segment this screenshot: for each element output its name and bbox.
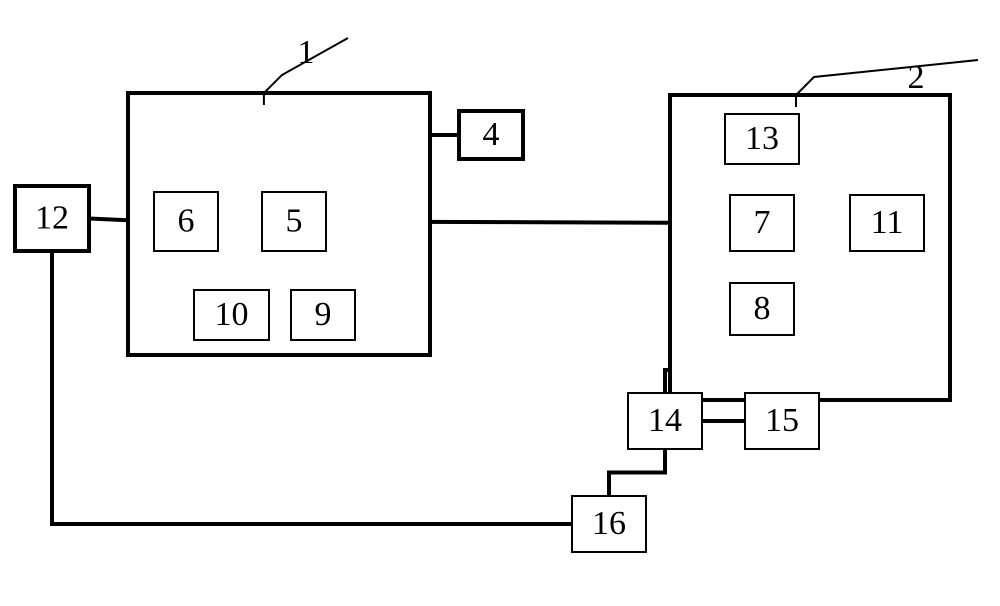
node-label-n5: 5 xyxy=(286,202,303,239)
node-n5: 5 xyxy=(262,192,326,251)
node-label-n8: 8 xyxy=(754,290,771,327)
node-label-n14: 14 xyxy=(648,402,682,439)
node-label-n7: 7 xyxy=(754,204,771,241)
node-n16: 16 xyxy=(572,496,646,552)
node-label-n15: 15 xyxy=(765,402,799,439)
node-label-n10: 10 xyxy=(215,296,249,333)
node-n9: 9 xyxy=(291,290,355,340)
node-n7: 7 xyxy=(730,195,794,251)
node-n8: 8 xyxy=(730,283,794,335)
node-n6: 6 xyxy=(154,192,218,251)
node-label-n13: 13 xyxy=(745,120,779,157)
node-label-n9: 9 xyxy=(315,296,332,333)
edge-n14-n16 xyxy=(609,449,665,496)
node-label-n6: 6 xyxy=(178,202,195,239)
node-n13: 13 xyxy=(725,114,799,164)
node-label-n4: 4 xyxy=(483,116,500,153)
node-n15: 15 xyxy=(745,393,819,449)
container-label-c1: 1 xyxy=(298,34,315,71)
node-label-n12: 12 xyxy=(35,199,69,236)
container-label-c2: 2 xyxy=(908,59,925,96)
node-n11: 11 xyxy=(850,195,924,251)
node-label-n16: 16 xyxy=(592,505,626,542)
node-label-n11: 11 xyxy=(871,204,904,241)
node-n14: 14 xyxy=(628,393,702,449)
node-n10: 10 xyxy=(194,290,269,340)
node-n4: 4 xyxy=(459,111,523,159)
node-n12: 12 xyxy=(15,186,89,251)
